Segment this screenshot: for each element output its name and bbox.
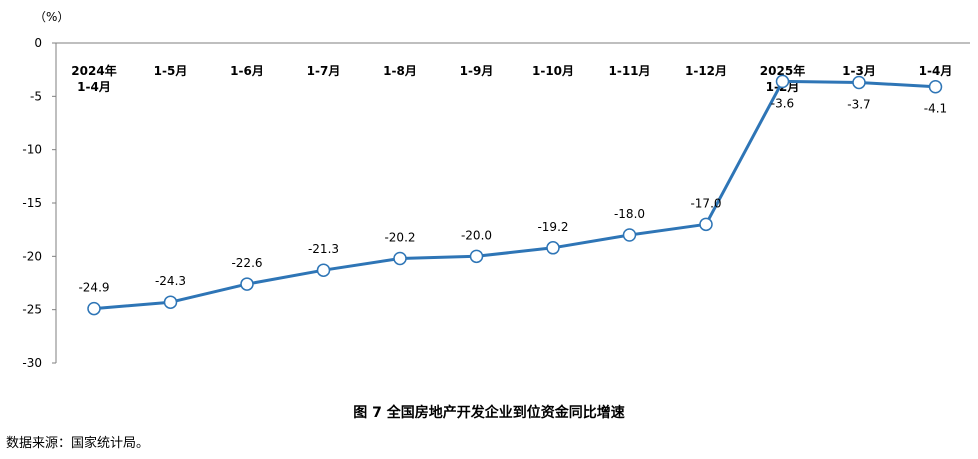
data-label: -17.0 <box>690 196 721 210</box>
x-category-label: 1-6月 <box>230 64 264 78</box>
data-point <box>469 249 484 264</box>
y-tick-label: -15 <box>22 196 42 210</box>
x-category-label: 1-9月 <box>460 64 494 78</box>
y-tick-label: -5 <box>30 89 42 103</box>
x-category-label: 1-7月 <box>307 64 341 78</box>
x-category-label: 1-12月 <box>685 64 727 78</box>
y-tick-label: -10 <box>22 143 42 157</box>
x-category-label: 2025年 <box>760 63 805 78</box>
data-label: -3.6 <box>771 96 794 110</box>
data-label: -24.3 <box>155 274 186 288</box>
data-point <box>87 301 101 316</box>
data-label: -18.0 <box>614 207 645 221</box>
y-tick-label: -30 <box>22 356 42 370</box>
data-point <box>699 217 713 232</box>
data-label: -24.9 <box>78 281 109 295</box>
y-tick-label: -20 <box>22 249 42 263</box>
y-axis-unit-label: （%） <box>34 10 69 24</box>
axes <box>52 42 970 364</box>
data-label: -21.3 <box>308 242 339 256</box>
x-category-label: 2024年 <box>71 63 116 78</box>
data-labels-group: -24.9 -24.3 -22.6 -21.3 -20.2 -20.0 -19.2 -18.0… <box>78 96 947 294</box>
x-category-labels: 2024年 1-4月 1-5月 1-6月 1-7月 1-8月 1-9月 1-10月 1-11月 1… <box>71 63 952 94</box>
data-point <box>240 277 254 291</box>
data-point <box>546 241 560 255</box>
data-point <box>852 75 866 90</box>
source-note: 数据来源：国家统计局。 <box>6 436 150 451</box>
x-category-label: 1-4月 <box>77 80 111 94</box>
data-label: -19.2 <box>537 220 568 234</box>
x-category-label: 1-3月 <box>842 64 876 78</box>
x-category-label: 1-11月 <box>608 64 650 78</box>
y-tick-label: 0 <box>34 36 42 50</box>
data-point <box>928 79 943 94</box>
data-point <box>163 295 178 309</box>
data-label: -20.2 <box>384 230 415 244</box>
series-line-group <box>93 79 936 311</box>
data-label: -3.7 <box>847 97 870 111</box>
x-category-label: 1-10月 <box>532 64 574 78</box>
data-label: -22.6 <box>231 256 262 270</box>
data-label: -20.0 <box>461 228 492 242</box>
data-point <box>393 251 407 266</box>
data-point <box>622 228 637 242</box>
chart-title: 图 7 全国房地产开发企业到位资金同比增速 <box>353 405 625 421</box>
data-point <box>316 263 331 277</box>
data-point <box>775 74 790 89</box>
x-category-label: 1-5月 <box>154 64 188 78</box>
data-label: -4.1 <box>924 102 947 116</box>
markers-group <box>87 74 943 316</box>
series-line <box>93 79 936 311</box>
x-category-label: 1-8月 <box>383 64 417 78</box>
x-category-label: 1-4月 <box>919 64 953 78</box>
line-chart: （%） 0 -5 -10 -15 -20 -25 -30 2024年 1-4月 1-5月 1-6月… <box>22 10 970 370</box>
y-tick-labels: 0 -5 -10 -15 -20 -25 -30 <box>22 36 42 370</box>
y-tick-label: -25 <box>22 303 42 317</box>
